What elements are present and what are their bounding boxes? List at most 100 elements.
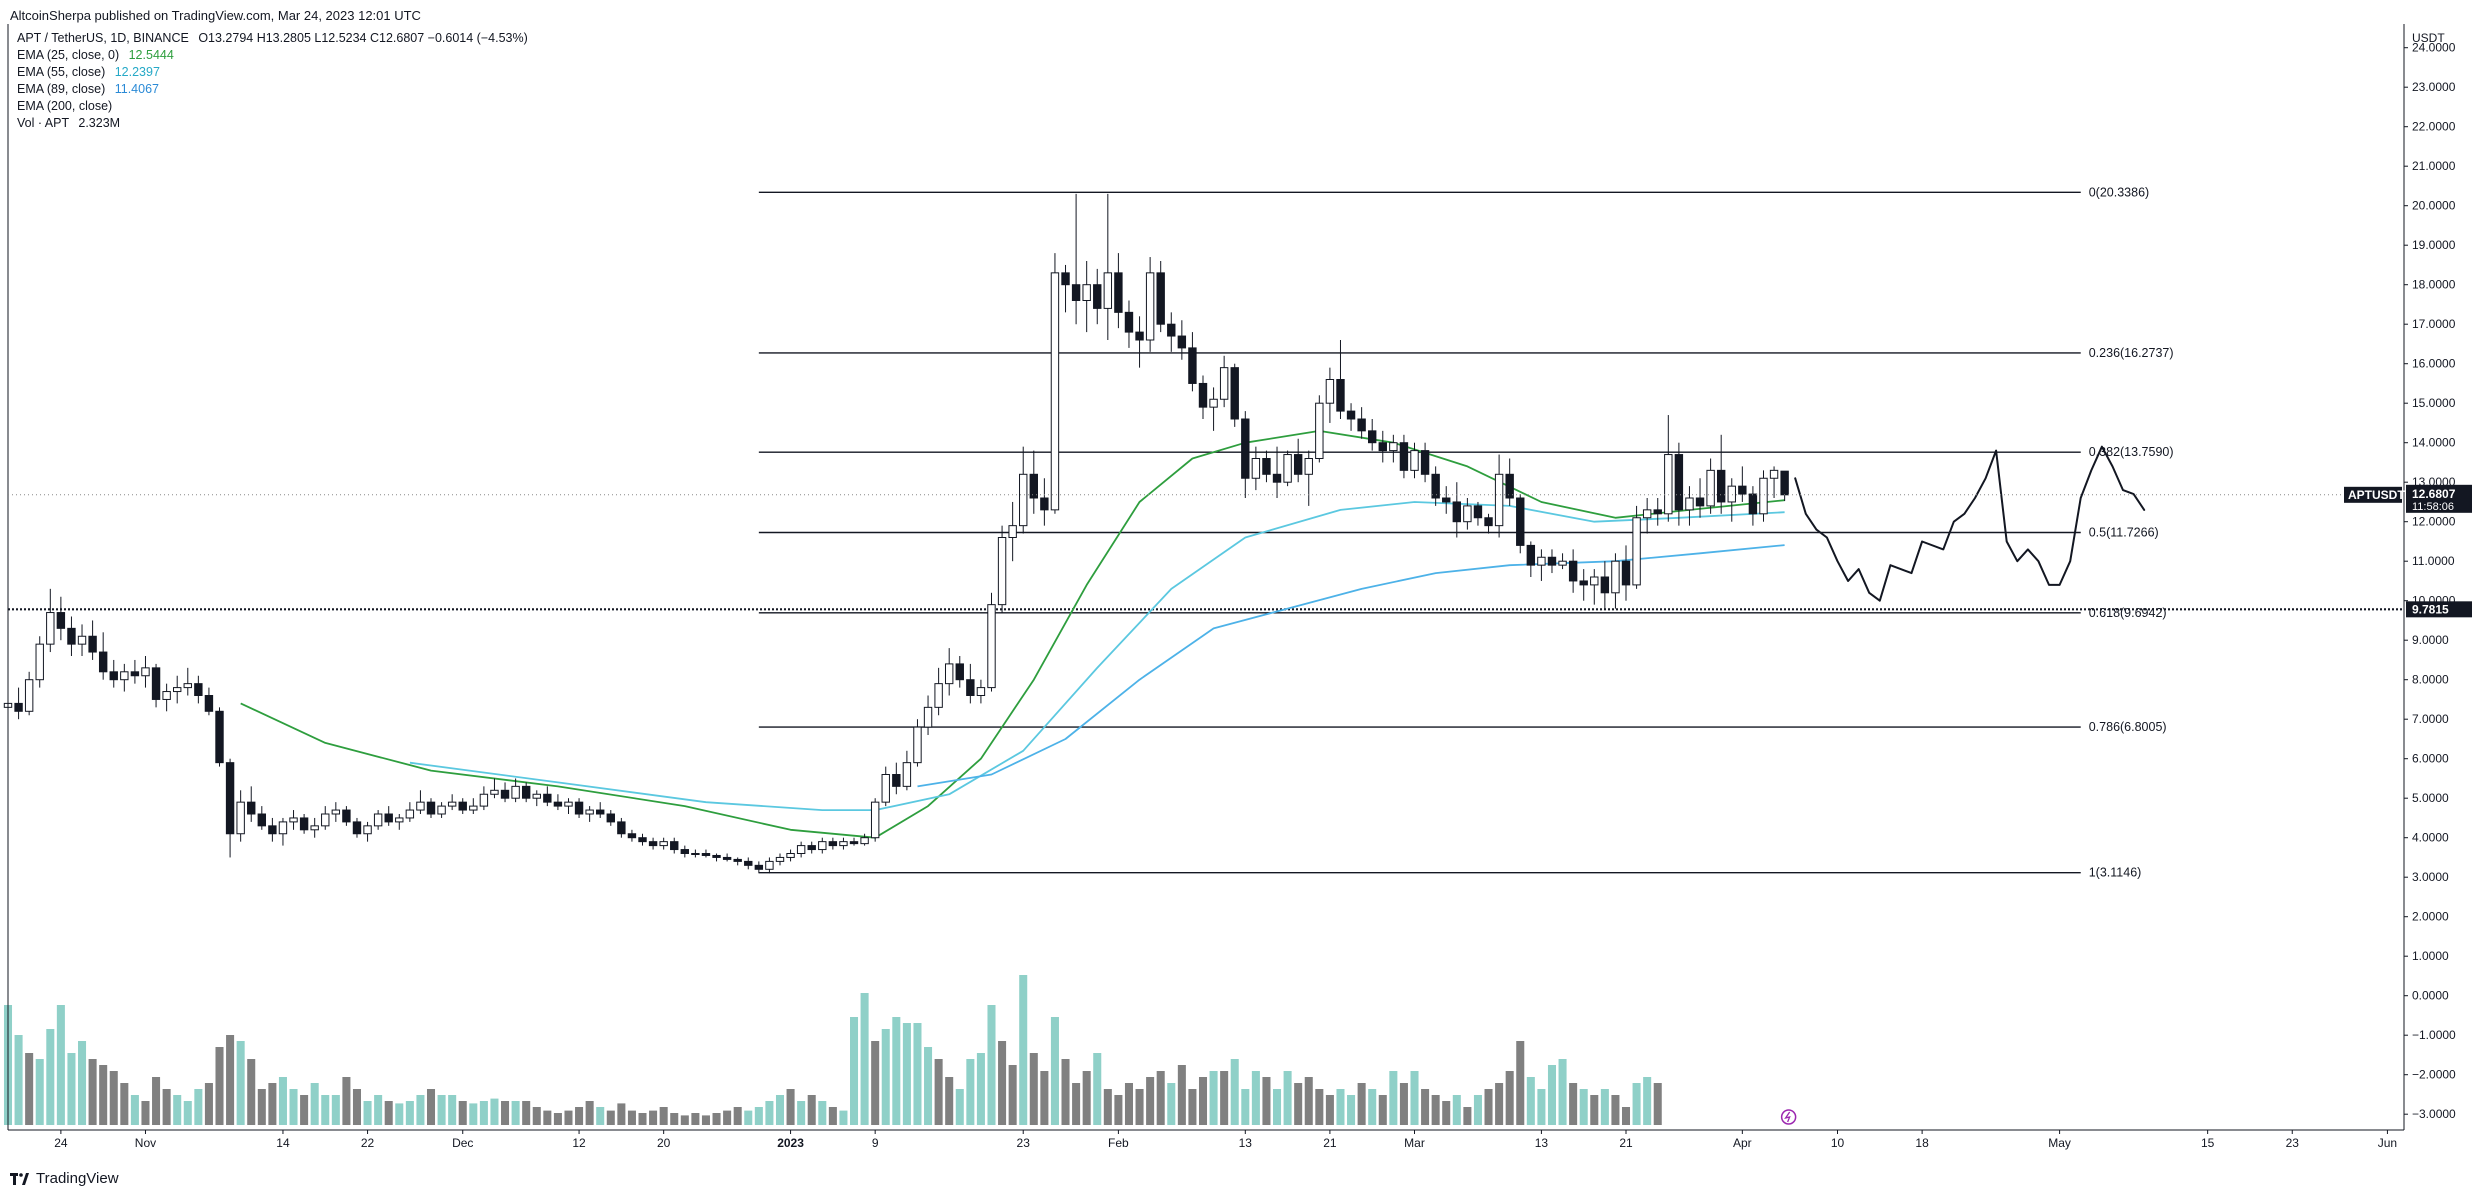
candle-body	[1209, 398, 1218, 408]
candle-up	[1019, 446, 1028, 534]
candle-down	[712, 853, 721, 862]
volume-bar	[109, 1071, 118, 1125]
time-tick-label: 14	[276, 1136, 290, 1150]
time-tick-label: 23	[2286, 1136, 2300, 1150]
candle-down	[88, 620, 97, 660]
candle-down	[638, 833, 647, 846]
volume-bar	[1124, 1083, 1133, 1125]
tradingview-logo[interactable]: TradingView	[10, 1170, 119, 1187]
legend-ema200-row[interactable]: EMA (200, close)	[17, 98, 528, 115]
candle-body	[1304, 458, 1313, 475]
ema55-value: 12.2397	[114, 65, 160, 79]
candle-body	[1431, 473, 1440, 499]
volume-bar	[1632, 1083, 1641, 1125]
candle-down	[1420, 442, 1430, 483]
volume-bar	[384, 1101, 393, 1125]
volume-bar	[1463, 1107, 1472, 1125]
volume-bar	[1389, 1071, 1398, 1125]
candle-down	[194, 675, 203, 704]
candle-body	[342, 809, 351, 823]
candle-body	[596, 809, 605, 815]
fibonacci-retracement[interactable]: 0(20.3386) 0.236(16.2737) 0.382(13.7590) 0.…	[8, 185, 2472, 880]
candle-body	[1219, 367, 1229, 400]
candle-body	[278, 821, 288, 835]
candle-body	[1167, 323, 1176, 337]
legend-ema89-row[interactable]: EMA (89, close) 11.4067	[17, 81, 528, 98]
legend-volume-row[interactable]: Vol · APT 2.323M	[17, 115, 528, 132]
price-tick-label: 18.0000	[2412, 278, 2456, 292]
candle-up	[987, 592, 996, 692]
candle-body	[1452, 501, 1462, 523]
price-tick-label: 19.0000	[2412, 238, 2456, 252]
fib-level-label: 0(20.3386)	[2089, 185, 2149, 199]
volume-bar	[363, 1101, 372, 1125]
candle-down	[1368, 419, 1377, 451]
candle-body	[1473, 505, 1483, 519]
candle-body	[1357, 418, 1366, 432]
candle-down	[98, 632, 108, 680]
candle-up	[120, 663, 129, 692]
candle-down	[543, 786, 552, 807]
candle-body	[437, 805, 446, 815]
candle-body	[109, 671, 118, 681]
volume-bar	[1230, 1059, 1239, 1125]
candle-up	[564, 798, 573, 814]
time-tick-label: 22	[361, 1136, 375, 1150]
volume-bar	[1103, 1089, 1112, 1125]
candle-body	[955, 663, 964, 681]
candle-body	[1124, 311, 1134, 333]
volume-bar	[1241, 1089, 1250, 1125]
legend-ema55-row[interactable]: EMA (55, close) 12.2397	[17, 64, 528, 81]
candle-down	[1452, 482, 1462, 538]
volume-bar	[1590, 1095, 1599, 1125]
candle-up	[1389, 434, 1398, 463]
legend-symbol-row[interactable]: APT / TetherUS, 1D, BINANCE O13.2794 H13…	[17, 30, 528, 47]
fib-level-label: 1(3.1146)	[2089, 866, 2142, 880]
candle-up	[447, 794, 457, 811]
candle-down	[1568, 549, 1578, 593]
candle-up	[1410, 442, 1419, 479]
candle-down	[733, 857, 742, 866]
tradingview-brand: TradingView	[36, 1170, 119, 1187]
volume-bar	[1029, 1053, 1038, 1125]
candle-body	[1769, 469, 1779, 479]
volume-bar	[1537, 1089, 1546, 1125]
ema55-label: EMA (55, close)	[17, 65, 106, 79]
time-tick-label: 21	[1323, 1136, 1337, 1150]
candle-body	[268, 825, 277, 835]
candle-up	[1590, 569, 1599, 605]
candle-body	[691, 853, 700, 855]
volume-bar	[490, 1098, 499, 1125]
legend-ema25-row[interactable]: EMA (25, close, 0) 12.5444	[17, 47, 528, 64]
candle-body	[521, 785, 531, 799]
price-tick-label: 6.0000	[2412, 752, 2449, 766]
candle-body	[923, 706, 933, 728]
candle-down	[1431, 466, 1440, 506]
candle-body	[1547, 556, 1557, 566]
volume-bar	[1262, 1077, 1271, 1125]
candle-down	[500, 782, 510, 803]
candle-body	[1653, 509, 1662, 515]
time-tick-label: May	[2048, 1136, 2071, 1150]
projection-drawing[interactable]	[1794, 445, 2146, 602]
candle-down	[247, 786, 256, 822]
volume-bar	[945, 1077, 954, 1125]
candle-down	[426, 798, 436, 818]
candle-up	[373, 810, 383, 830]
volume-bar	[1526, 1077, 1535, 1125]
time-tick-label: 18	[1915, 1136, 1929, 1150]
volume-bar	[1082, 1071, 1091, 1125]
ema89-label: EMA (89, close)	[17, 82, 106, 96]
candle-down	[1188, 332, 1197, 392]
candle-body	[289, 817, 298, 823]
volume-bar	[849, 1017, 859, 1125]
candle-down	[109, 659, 118, 688]
volume-bar	[839, 1110, 848, 1125]
candle-body	[818, 841, 827, 851]
candle-up	[1050, 253, 1060, 514]
volume-bar	[321, 1095, 330, 1125]
countdown-label: 11:58:06	[2412, 501, 2454, 513]
volume-bar	[183, 1101, 192, 1125]
candle-up	[490, 778, 499, 799]
